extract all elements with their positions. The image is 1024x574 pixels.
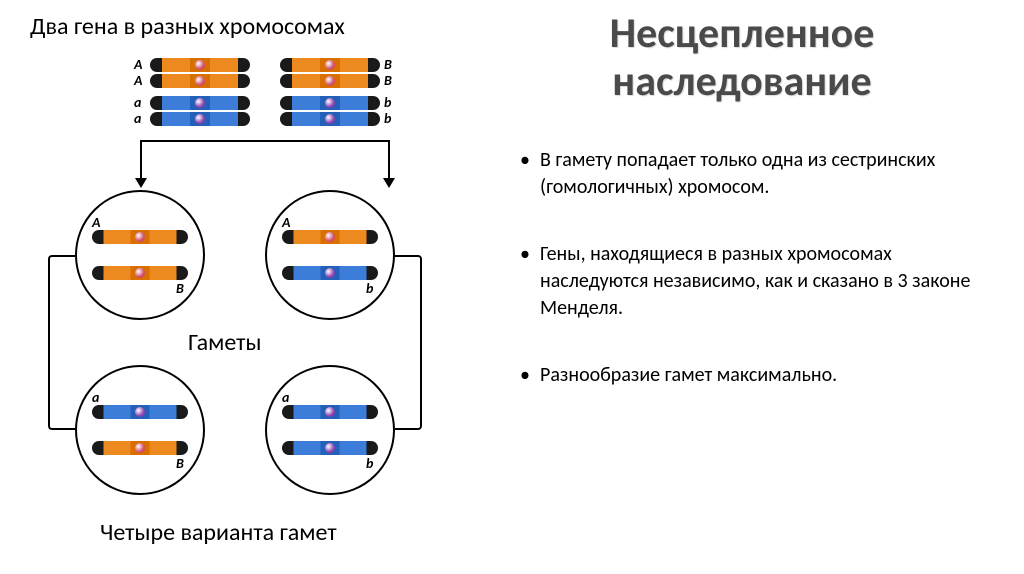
four-variants-label: Четыре варианта гамет — [100, 518, 337, 547]
gamete-circle — [265, 190, 395, 320]
main-title: Несцепленное наследование — [490, 10, 994, 107]
bullet-item: Разнообразие гамет максимально. — [520, 362, 994, 389]
gamete-circle — [75, 190, 205, 320]
chromosome — [150, 58, 250, 72]
arrow-shaft — [140, 140, 142, 180]
allele-label: b — [366, 280, 373, 297]
diagram-panel: Два гена в разных хромосомах A A a a B B… — [0, 0, 480, 574]
allele-label: a — [134, 94, 141, 111]
title-line-1: Несцепленное — [610, 8, 875, 59]
chromosome — [280, 74, 380, 88]
gamete-circle — [265, 365, 395, 495]
chromosome — [282, 266, 378, 280]
arrow-shaft — [388, 140, 390, 180]
chromosome — [150, 96, 250, 110]
allele-label: A — [282, 214, 290, 231]
allele-label: A — [134, 56, 142, 73]
allele-label: B — [384, 72, 392, 89]
chromosome — [282, 441, 378, 455]
chromosome — [150, 74, 250, 88]
allele-label: a — [282, 389, 289, 406]
gametes-label: Гаметы — [188, 328, 261, 357]
allele-label: B — [176, 280, 184, 297]
diagram-subtitle: Два гена в разных хромосомах — [30, 12, 345, 41]
chromosome — [150, 112, 250, 126]
bracket-right — [395, 255, 422, 430]
bullet-item: Гены, находящиеся в разных хромосомах на… — [520, 241, 994, 322]
chromosome — [280, 96, 380, 110]
chromosome — [92, 266, 188, 280]
arrow-head-icon — [135, 178, 147, 188]
text-panel: Несцепленное наследование В гамету попад… — [490, 0, 1014, 574]
title-line-2: наследование — [612, 56, 871, 107]
allele-label: b — [366, 455, 373, 472]
allele-label: a — [134, 110, 141, 127]
arrow-head-icon — [383, 178, 395, 188]
bracket-left — [48, 255, 75, 430]
allele-label: A — [92, 214, 100, 231]
connector-line — [140, 140, 390, 142]
allele-label: b — [384, 110, 391, 127]
allele-label: a — [92, 389, 99, 406]
bullet-list: В гамету попадает только одна из сестрин… — [490, 147, 994, 389]
chromosome — [92, 441, 188, 455]
allele-label: B — [176, 455, 184, 472]
allele-label: B — [384, 56, 392, 73]
chromosome — [282, 230, 378, 244]
bullet-item: В гамету попадает только одна из сестрин… — [520, 147, 994, 201]
allele-label: A — [134, 72, 142, 89]
chromosome — [280, 58, 380, 72]
chromosome — [282, 405, 378, 419]
allele-label: b — [384, 94, 391, 111]
chromosome — [92, 405, 188, 419]
chromosome — [92, 230, 188, 244]
gamete-circle — [75, 365, 205, 495]
chromosome — [280, 112, 380, 126]
